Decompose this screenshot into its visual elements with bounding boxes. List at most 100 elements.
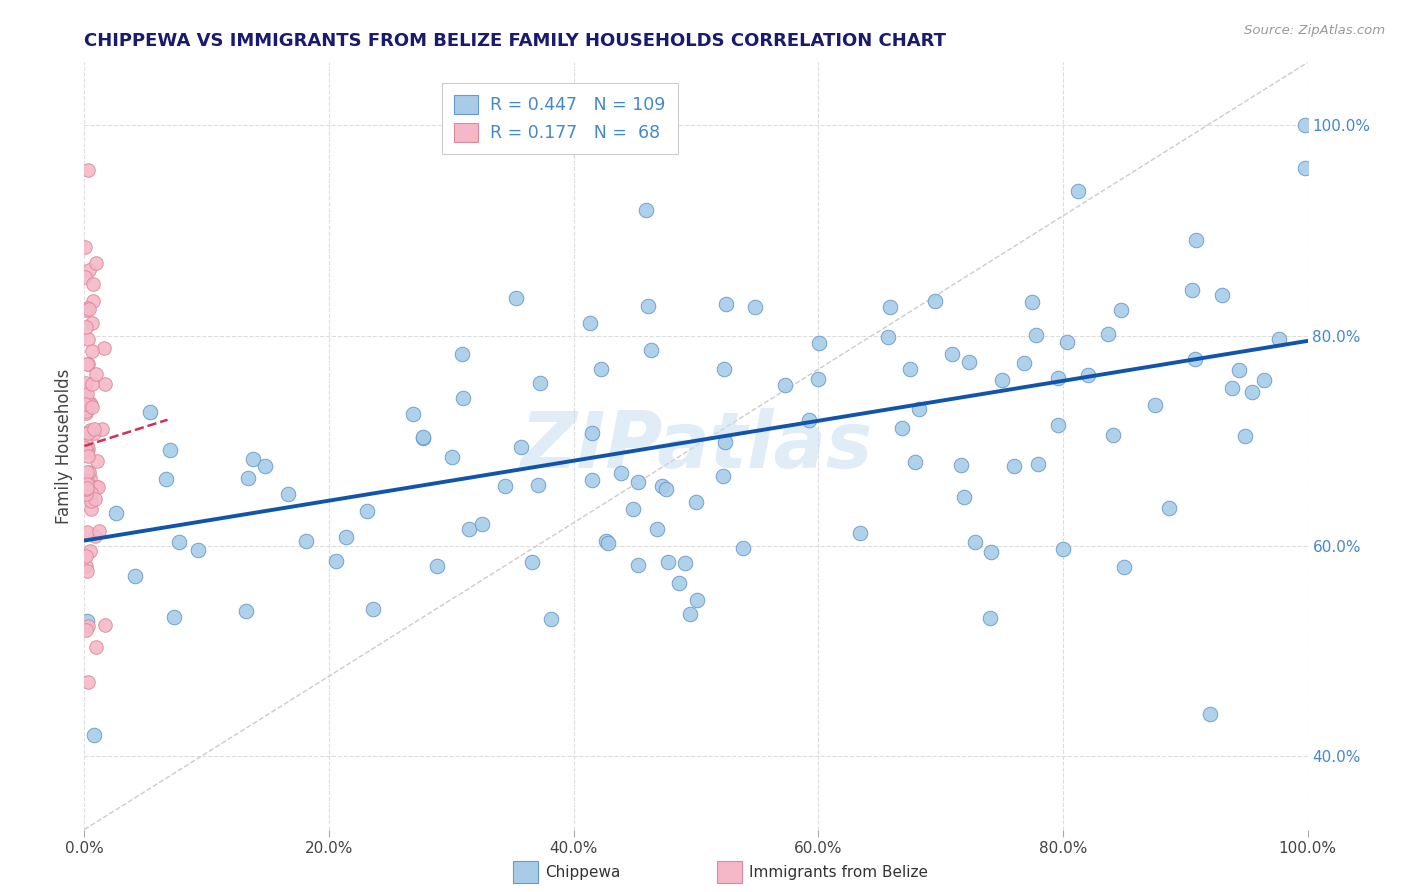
Text: Immigrants from Belize: Immigrants from Belize (749, 865, 928, 880)
Point (124, 569, 146, 583)
Point (87, 480, 110, 494)
Y-axis label: Family Households: Family Households (55, 368, 73, 524)
Point (159, 442, 181, 457)
Point (1012, 356, 1035, 370)
Point (645, 522, 668, 536)
Point (441, 450, 464, 464)
Point (242, 451, 264, 466)
Point (84, 256, 107, 270)
Point (79, 396, 101, 410)
Point (77, 332, 100, 346)
Point (494, 479, 516, 493)
Point (898, 362, 921, 376)
Point (356, 504, 378, 518)
Point (295, 534, 318, 549)
Point (1021, 295, 1043, 310)
Point (76, 487, 98, 501)
Point (76, 387, 98, 401)
Point (83, 422, 105, 436)
Point (77, 425, 100, 440)
Point (879, 300, 901, 314)
Point (77, 301, 100, 316)
Point (980, 545, 1002, 559)
Point (581, 425, 603, 440)
Point (76, 301, 98, 315)
Point (94, 376, 117, 391)
Point (76, 465, 98, 479)
Point (167, 535, 190, 549)
Point (235, 604, 257, 618)
Point (75, 482, 97, 496)
Point (75, 403, 97, 417)
Legend: R = 0.447   N = 109, R = 0.177   N =  68: R = 0.447 N = 109, R = 0.177 N = 68 (441, 83, 678, 154)
Point (76, 564, 98, 578)
Text: Source: ZipAtlas.com: Source: ZipAtlas.com (1244, 24, 1385, 37)
Point (807, 372, 830, 386)
Point (651, 478, 673, 492)
Point (75, 391, 97, 405)
Point (941, 346, 963, 360)
Point (1268, 332, 1291, 346)
Point (76, 476, 98, 491)
Point (505, 291, 527, 305)
Text: CHIPPEWA VS IMMIGRANTS FROM BELIZE FAMILY HOUSEHOLDS CORRELATION CHART: CHIPPEWA VS IMMIGRANTS FROM BELIZE FAMIL… (84, 32, 946, 50)
Point (640, 343, 662, 358)
Point (254, 459, 277, 474)
Point (526, 478, 548, 492)
Point (75, 559, 97, 574)
Point (1025, 328, 1047, 343)
Point (86, 454, 108, 468)
Point (1184, 352, 1206, 367)
Point (76, 357, 98, 371)
Point (950, 458, 973, 472)
Point (1240, 384, 1263, 399)
Point (1253, 374, 1275, 388)
Point (77, 163, 100, 178)
Point (325, 554, 347, 568)
Point (908, 402, 931, 417)
Point (1101, 428, 1123, 442)
Point (94, 617, 117, 632)
Point (451, 391, 474, 405)
Point (1067, 185, 1090, 199)
Point (76, 475, 98, 489)
Point (75, 397, 97, 411)
Point (1097, 326, 1119, 341)
Point (657, 555, 679, 569)
Point (1220, 381, 1243, 395)
Point (75, 269, 97, 284)
Point (412, 430, 434, 444)
Point (75, 302, 97, 317)
Point (849, 526, 872, 541)
Point (335, 530, 357, 544)
Point (83, 528, 105, 542)
Point (581, 473, 603, 487)
Point (686, 593, 709, 607)
Point (979, 611, 1001, 625)
Point (1211, 287, 1233, 301)
Point (924, 293, 946, 308)
Point (714, 297, 737, 311)
Point (595, 533, 617, 548)
Point (77, 619, 100, 633)
Point (713, 435, 735, 450)
Point (904, 455, 927, 469)
Point (86, 367, 108, 381)
Point (83, 492, 105, 507)
Point (75, 240, 97, 254)
Point (80, 316, 103, 330)
Point (75, 549, 97, 563)
Point (1077, 368, 1099, 383)
Point (77, 442, 100, 457)
Point (655, 482, 678, 496)
Point (77, 466, 100, 480)
Point (277, 487, 299, 501)
Point (540, 611, 562, 625)
Point (673, 556, 696, 570)
Point (84, 640, 107, 655)
Point (957, 355, 980, 369)
Point (79, 471, 101, 485)
Point (75, 401, 97, 415)
Point (412, 430, 434, 444)
Point (187, 543, 209, 558)
